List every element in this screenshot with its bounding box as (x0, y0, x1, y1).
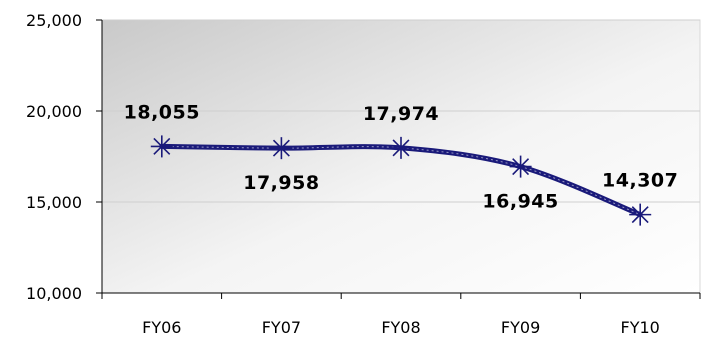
gridlines (102, 19, 700, 203)
data-label: 16,945 (482, 191, 558, 213)
series-markers (150, 135, 652, 226)
data-label: 18,055 (124, 101, 200, 123)
data-point-marker (629, 203, 652, 226)
data-label: 17,958 (243, 172, 319, 194)
data-labels: 18,055 17,958 17,974 16,945 14,307 (124, 101, 678, 213)
data-point-marker (270, 137, 293, 160)
y-tick-label: 10,000 (26, 284, 82, 303)
y-tick-label: 15,000 (26, 193, 82, 212)
x-tick-label: FY06 (142, 318, 181, 337)
y-tick-label: 25,000 (26, 11, 82, 30)
data-label: 14,307 (602, 170, 678, 192)
x-tick-label: FY08 (381, 318, 420, 337)
data-point-marker (509, 155, 532, 178)
y-tick-label: 20,000 (26, 102, 82, 121)
x-axis-ticks: FY06 FY07 FY08 FY09 FY10 (101, 293, 701, 337)
data-label: 17,974 (363, 103, 439, 125)
y-axis-ticks: 10,000 15,000 20,000 25,000 (26, 11, 102, 303)
data-point-marker (150, 135, 173, 158)
x-tick-label: FY09 (501, 318, 540, 337)
data-point-marker (390, 136, 412, 159)
x-tick-label: FY07 (262, 318, 301, 337)
x-tick-label: FY10 (621, 318, 660, 337)
axes (101, 20, 700, 294)
